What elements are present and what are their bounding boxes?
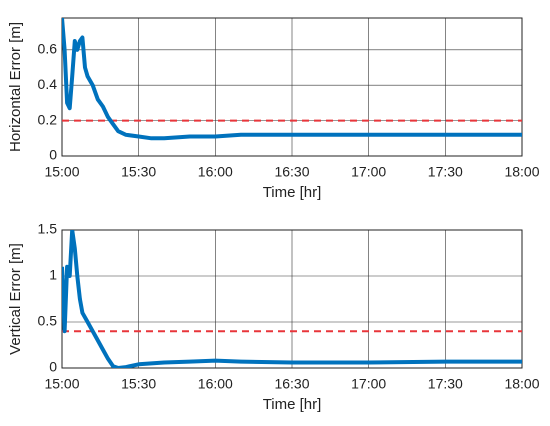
x-tick-label: 16:00 xyxy=(198,376,233,392)
y-tick-label: 0.5 xyxy=(38,313,58,329)
x-tick-label: 15:00 xyxy=(44,376,79,392)
x-tick-label: 17:30 xyxy=(428,376,463,392)
x-axis-label: Time [hr] xyxy=(263,184,322,201)
x-tick-label: 15:30 xyxy=(121,164,156,180)
x-tick-label: 16:30 xyxy=(274,376,309,392)
chart-panel: 0 0.2 0.4 0.6 15:00 15:30 16:00 16:30 17:00 17:30… xyxy=(7,17,540,201)
y-tick-label: 0.2 xyxy=(38,111,58,127)
x-tick-label: 17:00 xyxy=(351,376,386,392)
x-axis-label: Time [hr] xyxy=(263,396,322,413)
y-tick-label: 0 xyxy=(49,359,57,375)
y-tick-label: 1 xyxy=(49,267,57,283)
y-axis-label: Vertical Error [m] xyxy=(7,243,24,355)
y-tick-label: 0.6 xyxy=(38,41,58,57)
x-tick-label: 17:00 xyxy=(351,164,386,180)
x-tick-label: 15:30 xyxy=(121,376,156,392)
x-tick-label: 18:00 xyxy=(504,376,539,392)
x-tick-label: 18:00 xyxy=(504,164,539,180)
x-tick-label: 15:00 xyxy=(44,164,79,180)
y-tick-label: 0 xyxy=(49,147,57,163)
data-line xyxy=(62,230,522,368)
x-tick-label: 16:30 xyxy=(274,164,309,180)
y-axis-label: Horizontal Error [m] xyxy=(7,22,24,152)
y-tick-label: 0.4 xyxy=(38,76,58,92)
chart-panel: 0 0.5 1 1.5 15:00 15:30 16:00 16:30 17:00 17:30 18… xyxy=(7,221,540,413)
x-tick-label: 17:30 xyxy=(428,164,463,180)
x-tick-label: 16:00 xyxy=(198,164,233,180)
y-tick-label: 1.5 xyxy=(38,221,58,237)
data-line xyxy=(62,18,522,141)
plot-frame xyxy=(61,17,523,157)
